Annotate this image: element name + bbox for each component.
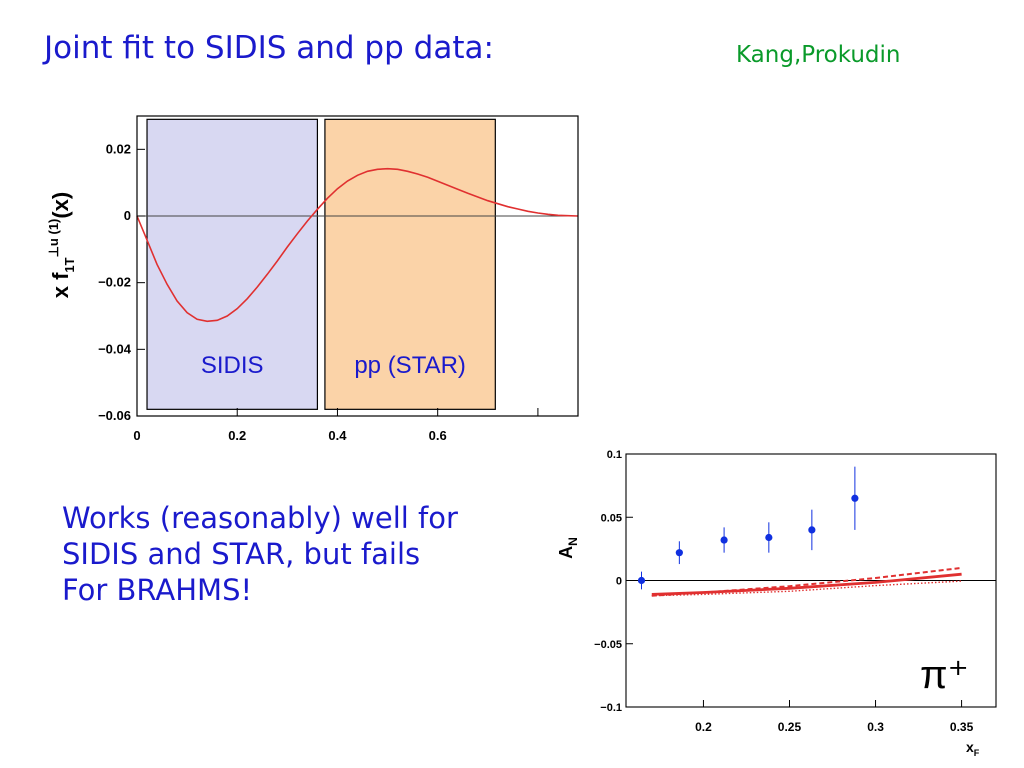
chart2-curves [651,566,962,597]
chart1-axes [136,115,579,417]
plot-frame [136,115,579,417]
x-tick-label: 0.25 [778,720,802,734]
y-tick-label: −0.04 [98,341,132,356]
chart2-annotation: π⁺ [920,653,969,697]
comment-line-3: For BRAHMS! [62,573,253,607]
y-tick-label: −0.1 [600,702,622,714]
chart2-points [637,466,859,590]
y-tick-label: −0.06 [98,408,131,423]
comment-text: Works (reasonably) well for SIDIS and ST… [62,500,532,608]
data-point [851,494,859,502]
series-curve [136,167,579,323]
y-tick-label: −0.05 [594,639,622,651]
curve-dashed [651,566,962,597]
region-label-0: SIDIS [201,352,264,379]
curve-dotted [651,580,962,597]
region-label-1: pp (STAR) [354,352,466,379]
y-tick-label: 0.1 [607,449,622,461]
data-point [675,549,683,557]
region-band-1 [324,118,496,410]
asymmetry-chart: 0.2 0.25 0.3 0.35 −0.1 −0.05 0 0.05 0.1 AN xF π⁺ [556,449,997,758]
x-tick-label: 0.4 [328,428,347,443]
x-tick-label: 0.3 [867,720,884,734]
chart1-y-axis-label: x f1T⊥u (1)(x) [46,192,77,299]
authors-label: Kang,Prokudin [736,42,901,68]
x-tick-label: 0 [133,428,140,443]
x-tick-label: 0.2 [228,428,246,443]
x-tick-label: 0.2 [695,720,712,734]
tmd-function-chart: 0 0.2 0.4 0.6 −0.06 −0.04 −0.02 0 0.02 SIDIS pp (… [46,115,579,443]
x-tick-label: 0.6 [429,428,447,443]
region-band-0 [146,118,319,410]
chart2-x-axis-label: xF [966,739,980,758]
data-point [720,536,728,544]
y-tick-label: 0 [616,576,622,588]
chart1-regions [146,118,496,410]
chart1-region-labels: SIDIS pp (STAR) [201,352,466,379]
chart2-ticks: 0.2 0.25 0.3 0.35 −0.1 −0.05 0 0.05 0.1 [594,449,973,734]
y-tick-label: 0.02 [106,141,131,156]
data-point [808,526,816,534]
data-point [637,576,646,585]
comment-line-1: Works (reasonably) well for [62,501,458,535]
chart1-ticks: 0 0.2 0.4 0.6 −0.06 −0.04 −0.02 0 0.02 [98,141,539,443]
x-tick-label: 0.35 [950,720,974,734]
y-tick-label: −0.02 [98,275,131,290]
data-point [765,533,773,542]
chart2-y-axis-label: AN [556,537,580,559]
slide-title: Joint fit to SIDIS and pp data: [44,30,494,66]
y-tick-label: 0.05 [601,512,622,524]
comment-line-2: SIDIS and STAR, but fails [62,537,421,571]
y-tick-label: 0 [124,208,131,223]
chart1-curve [136,167,579,323]
